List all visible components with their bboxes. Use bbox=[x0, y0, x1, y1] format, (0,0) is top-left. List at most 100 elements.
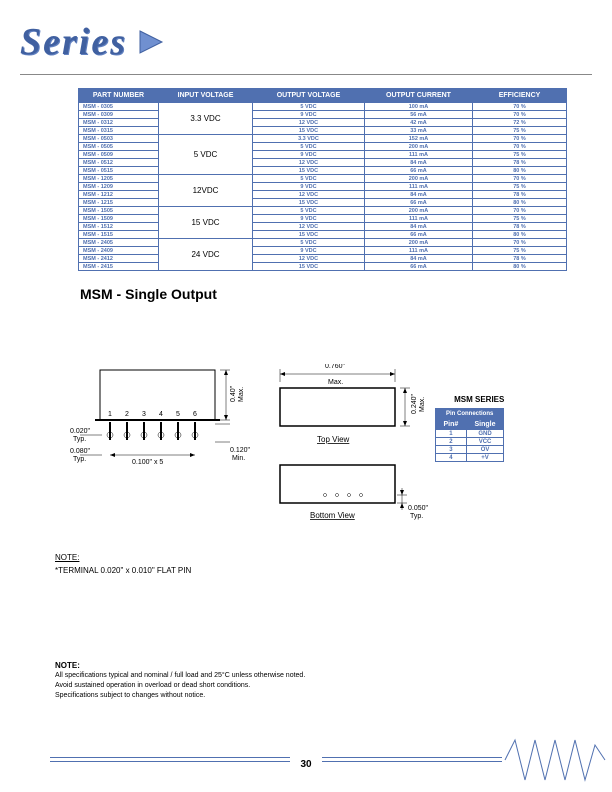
cell: 78 % bbox=[473, 159, 567, 167]
svg-text:0.760": 0.760" bbox=[325, 364, 346, 370]
cell: 12 VDC bbox=[253, 119, 365, 127]
bottom-note-line: Avoid sustained operation in overload or… bbox=[55, 681, 305, 691]
svg-text:6: 6 bbox=[193, 411, 197, 418]
pin-cell: 2 bbox=[436, 438, 467, 446]
svg-text:3: 3 bbox=[142, 411, 146, 418]
bottom-note: NOTE: All specifications typical and nom… bbox=[55, 660, 305, 701]
top-view-diagram: 0.760" Max. 0.240" Max. Top View bbox=[265, 364, 445, 454]
cell: 200 mA bbox=[365, 143, 473, 151]
svg-text:0.120": 0.120" bbox=[230, 447, 251, 454]
cell: 200 mA bbox=[365, 207, 473, 215]
svg-text:1: 1 bbox=[108, 411, 112, 418]
pin-table-title: MSM SERIES bbox=[435, 395, 504, 404]
cell: 70 % bbox=[473, 239, 567, 247]
cell: 78 % bbox=[473, 223, 567, 231]
pin-row: 3OV bbox=[436, 446, 504, 454]
cell: 9 VDC bbox=[253, 247, 365, 255]
cell-pn: MSM - 0315 bbox=[79, 127, 159, 135]
cell: 152 mA bbox=[365, 135, 473, 143]
table-row: MSM - 121212 VDC84 mA78 % bbox=[79, 191, 567, 199]
svg-text:Bottom View: Bottom View bbox=[310, 511, 355, 520]
cell-input-voltage: 5 VDC bbox=[159, 135, 253, 175]
cell: 9 VDC bbox=[253, 215, 365, 223]
table-row: MSM - 120512VDC5 VDC200 mA70 % bbox=[79, 175, 567, 183]
cell: 70 % bbox=[473, 143, 567, 151]
table-header: PART NUMBER bbox=[79, 89, 159, 103]
top-divider bbox=[20, 74, 592, 75]
table-row: MSM - 24099 VDC111 mA75 % bbox=[79, 247, 567, 255]
svg-text:Typ.: Typ. bbox=[73, 456, 86, 463]
cell: 100 mA bbox=[365, 103, 473, 111]
table-header: EFFICIENCY bbox=[473, 89, 567, 103]
table-header: OUTPUT VOLTAGE bbox=[253, 89, 365, 103]
cell: 15 VDC bbox=[253, 199, 365, 207]
cell: 5 VDC bbox=[253, 175, 365, 183]
cell-input-voltage: 15 VDC bbox=[159, 207, 253, 239]
cell: 9 VDC bbox=[253, 111, 365, 119]
footer-rule bbox=[50, 757, 290, 758]
bottom-note-line: Specifications subject to changes withou… bbox=[55, 691, 305, 701]
play-arrow-icon bbox=[137, 28, 165, 56]
cell: 70 % bbox=[473, 111, 567, 119]
cell-pn: MSM - 2409 bbox=[79, 247, 159, 255]
cell: 5 VDC bbox=[253, 103, 365, 111]
pin-table: Pin Connections Pin#Single 1GND2VCC3OV4+… bbox=[435, 408, 504, 462]
cell: 3.3 VDC bbox=[253, 135, 365, 143]
pin-cell: +V bbox=[466, 454, 504, 462]
table-row: MSM - 051212 VDC84 mA78 % bbox=[79, 159, 567, 167]
svg-text:Typ.: Typ. bbox=[410, 513, 423, 520]
cell: 66 mA bbox=[365, 167, 473, 175]
svg-text:0.240": 0.240" bbox=[411, 393, 418, 414]
cell-pn: MSM - 1505 bbox=[79, 207, 159, 215]
bottom-note-title: NOTE: bbox=[55, 660, 305, 671]
side-view-diagram: 123456 0.40" Max. 0.020" Typ. 0.080" Typ… bbox=[70, 360, 255, 510]
cell-pn: MSM - 0309 bbox=[79, 111, 159, 119]
cell: 15 VDC bbox=[253, 127, 365, 135]
cell: 15 VDC bbox=[253, 231, 365, 239]
cell: 56 mA bbox=[365, 111, 473, 119]
table-row: MSM - 051515 VDC66 mA80 % bbox=[79, 167, 567, 175]
pin-row: 1GND bbox=[436, 430, 504, 438]
svg-text:0.40": 0.40" bbox=[230, 385, 237, 402]
cell-pn: MSM - 1215 bbox=[79, 199, 159, 207]
cell: 5 VDC bbox=[253, 239, 365, 247]
pin-header: Pin Connections bbox=[436, 409, 504, 420]
cell: 70 % bbox=[473, 207, 567, 215]
cell: 5 VDC bbox=[253, 207, 365, 215]
bottom-note-line: All specifications typical and nominal /… bbox=[55, 671, 305, 681]
table-row: MSM - 241515 VDC66 mA80 % bbox=[79, 263, 567, 271]
section-title: MSM - Single Output bbox=[80, 286, 217, 302]
cell: 9 VDC bbox=[253, 151, 365, 159]
cell: 42 mA bbox=[365, 119, 473, 127]
table-row: MSM - 031212 VDC42 mA72 % bbox=[79, 119, 567, 127]
pin-row: 4+V bbox=[436, 454, 504, 462]
spec-table: PART NUMBERINPUT VOLTAGEOUTPUT VOLTAGEOU… bbox=[78, 88, 567, 271]
cell: 80 % bbox=[473, 199, 567, 207]
svg-text:5: 5 bbox=[176, 411, 180, 418]
cell: 75 % bbox=[473, 183, 567, 191]
cell-pn: MSM - 2405 bbox=[79, 239, 159, 247]
table-header: INPUT VOLTAGE bbox=[159, 89, 253, 103]
table-row: MSM - 12099 VDC111 mA75 % bbox=[79, 183, 567, 191]
cell-pn: MSM - 0509 bbox=[79, 151, 159, 159]
svg-text:0.050": 0.050" bbox=[408, 505, 429, 512]
table-header: OUTPUT CURRENT bbox=[365, 89, 473, 103]
cell-pn: MSM - 1209 bbox=[79, 183, 159, 191]
svg-text:Max.: Max. bbox=[419, 397, 426, 412]
cell: 70 % bbox=[473, 135, 567, 143]
cell: 70 % bbox=[473, 103, 567, 111]
table-row: MSM - 151515 VDC66 mA80 % bbox=[79, 231, 567, 239]
cell: 75 % bbox=[473, 151, 567, 159]
cell: 12 VDC bbox=[253, 255, 365, 263]
cell-input-voltage: 12VDC bbox=[159, 175, 253, 207]
cell: 80 % bbox=[473, 167, 567, 175]
cell: 78 % bbox=[473, 191, 567, 199]
svg-text:0.080": 0.080" bbox=[70, 448, 91, 455]
pin-cell: OV bbox=[466, 446, 504, 454]
pin-col-1: Single bbox=[466, 420, 504, 430]
table-row: MSM - 151212 VDC84 mA78 % bbox=[79, 223, 567, 231]
wave-decoration bbox=[500, 730, 610, 790]
pin-cell: 4 bbox=[436, 454, 467, 462]
pin-table-area: MSM SERIES Pin Connections Pin#Single 1G… bbox=[435, 395, 504, 462]
cell-pn: MSM - 2415 bbox=[79, 263, 159, 271]
